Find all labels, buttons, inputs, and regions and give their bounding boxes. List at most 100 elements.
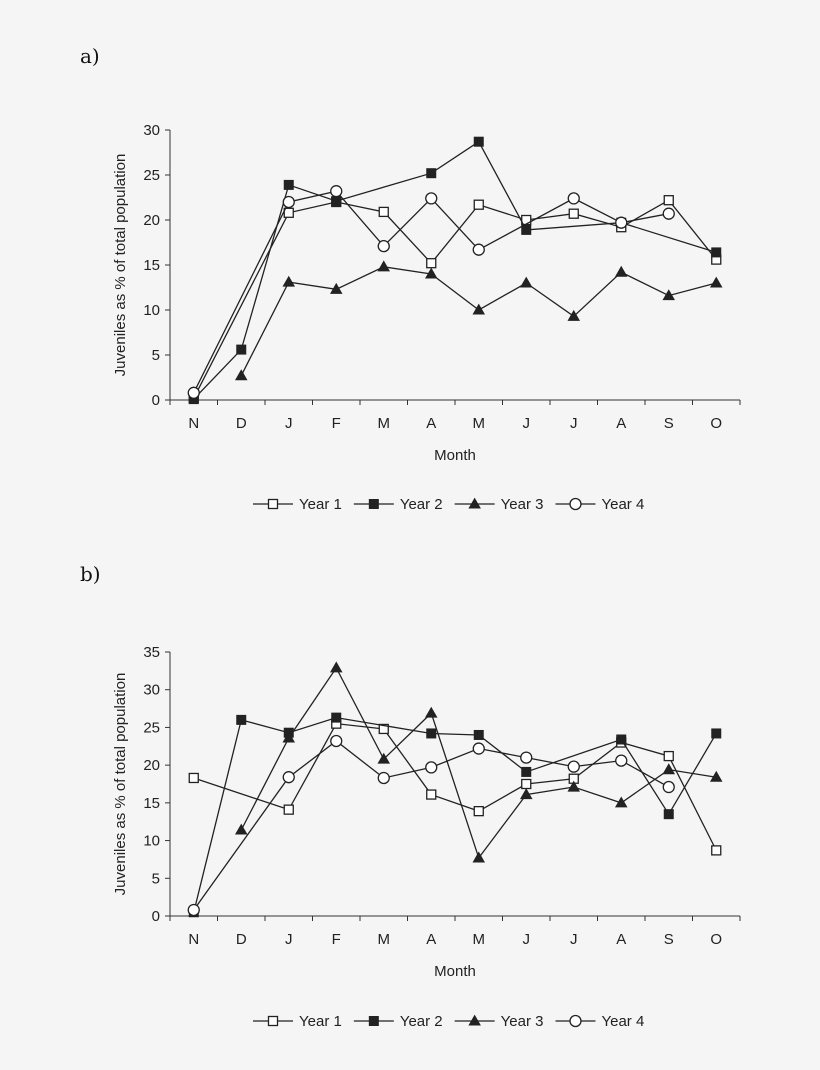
data-point (567, 192, 580, 205)
data-point (711, 728, 722, 739)
legend-label: Year 2 (400, 496, 443, 513)
legend-marker (468, 497, 481, 509)
y-tick-label: 30 (143, 682, 160, 699)
x-tick-label: S (664, 931, 674, 948)
data-point (473, 136, 484, 147)
x-tick-label: O (710, 415, 722, 432)
data-point (283, 804, 294, 815)
legend-item: Year 4 (555, 496, 644, 513)
series-3 (234, 661, 723, 863)
x-tick-label: J (523, 415, 531, 432)
data-point (282, 195, 295, 209)
y-tick-label: 25 (143, 719, 160, 736)
legend-label: Year 4 (601, 496, 644, 513)
y-tick-label: 10 (143, 833, 160, 850)
data-point (282, 731, 296, 743)
data-point (330, 185, 343, 198)
data-point (187, 903, 200, 917)
series-line (193, 740, 670, 911)
data-point (472, 742, 485, 755)
data-point (331, 196, 342, 207)
data-point (377, 771, 390, 785)
series-line (193, 199, 717, 399)
series-4 (187, 185, 675, 399)
data-point (424, 706, 438, 718)
y-tick-label: 15 (143, 257, 160, 274)
data-point (425, 192, 438, 205)
y-tick-label: 5 (152, 347, 160, 364)
x-tick-label: M (378, 931, 391, 948)
data-point (614, 796, 628, 808)
chart-a: 0 5 10 15 20 25 30 N D J F M A M J J A S O Month Juveniles a… (112, 122, 741, 513)
x-axis-title: Month (434, 963, 476, 980)
data-point (283, 179, 294, 190)
series-4 (187, 734, 675, 917)
data-point (329, 661, 343, 673)
legend: Year 1 Year 2 Year 3 Year 4 (253, 1013, 644, 1030)
legend-item: Year 1 (253, 496, 342, 513)
data-point (188, 772, 199, 784)
data-point (331, 712, 342, 723)
x-tick-label: F (332, 931, 341, 948)
data-point (283, 207, 294, 218)
data-point (662, 289, 676, 301)
data-point (615, 754, 628, 767)
data-point (282, 275, 296, 287)
data-point (425, 761, 438, 774)
data-point (663, 195, 674, 206)
legend-marker (468, 1014, 481, 1026)
y-tick-label: 0 (152, 908, 160, 925)
series-1 (188, 195, 722, 404)
legend-item: Year 3 (454, 496, 543, 513)
data-point (330, 734, 343, 748)
x-tick-label: J (570, 415, 578, 432)
legend-label: Year 4 (601, 1013, 644, 1030)
data-point (377, 752, 391, 764)
data-point (519, 276, 533, 288)
x-tick-label: J (285, 415, 293, 432)
data-point (187, 386, 200, 399)
series-line (240, 266, 717, 376)
data-point (663, 809, 674, 820)
y-tick-label: 10 (143, 302, 160, 319)
data-point (472, 243, 485, 256)
data-point (615, 216, 628, 229)
x-tick-label: A (426, 415, 436, 432)
data-point (426, 728, 437, 739)
data-point (521, 778, 532, 790)
legend-label: Year 3 (501, 1013, 544, 1030)
data-point (663, 750, 674, 762)
data-point (472, 851, 486, 863)
x-tick-label: J (570, 931, 578, 948)
legend-item: Year 3 (454, 1013, 544, 1030)
data-point (521, 766, 532, 777)
x-tick-label: A (616, 931, 626, 948)
data-point (520, 751, 533, 764)
data-point (236, 344, 247, 355)
data-point (567, 780, 581, 792)
y-tick-label: 30 (143, 122, 160, 139)
x-axis-title: Month (434, 447, 476, 464)
data-point (426, 258, 437, 269)
y-tick-label: 5 (152, 870, 160, 887)
data-point (329, 282, 343, 294)
y-tick-label: 15 (143, 795, 160, 812)
legend-item: Year 1 (253, 1013, 342, 1030)
legend-marker (267, 1015, 279, 1027)
y-axis-title: Juveniles as % of total population (112, 154, 129, 377)
series-line (193, 716, 717, 913)
data-point (424, 267, 438, 279)
legend: Year 1 Year 2 Year 3 Year 4 (253, 496, 644, 513)
data-point (378, 206, 389, 218)
data-point (568, 208, 579, 219)
data-point (709, 276, 723, 288)
data-point (662, 780, 675, 794)
data-point (567, 760, 580, 773)
x-tick-label: M (473, 415, 486, 432)
x-tick-label: O (710, 931, 722, 948)
x-tick-label: S (664, 415, 674, 432)
x-tick-label: N (188, 415, 199, 432)
legend-marker (267, 498, 279, 510)
y-tick-label: 0 (152, 392, 160, 409)
series-2 (188, 712, 722, 918)
